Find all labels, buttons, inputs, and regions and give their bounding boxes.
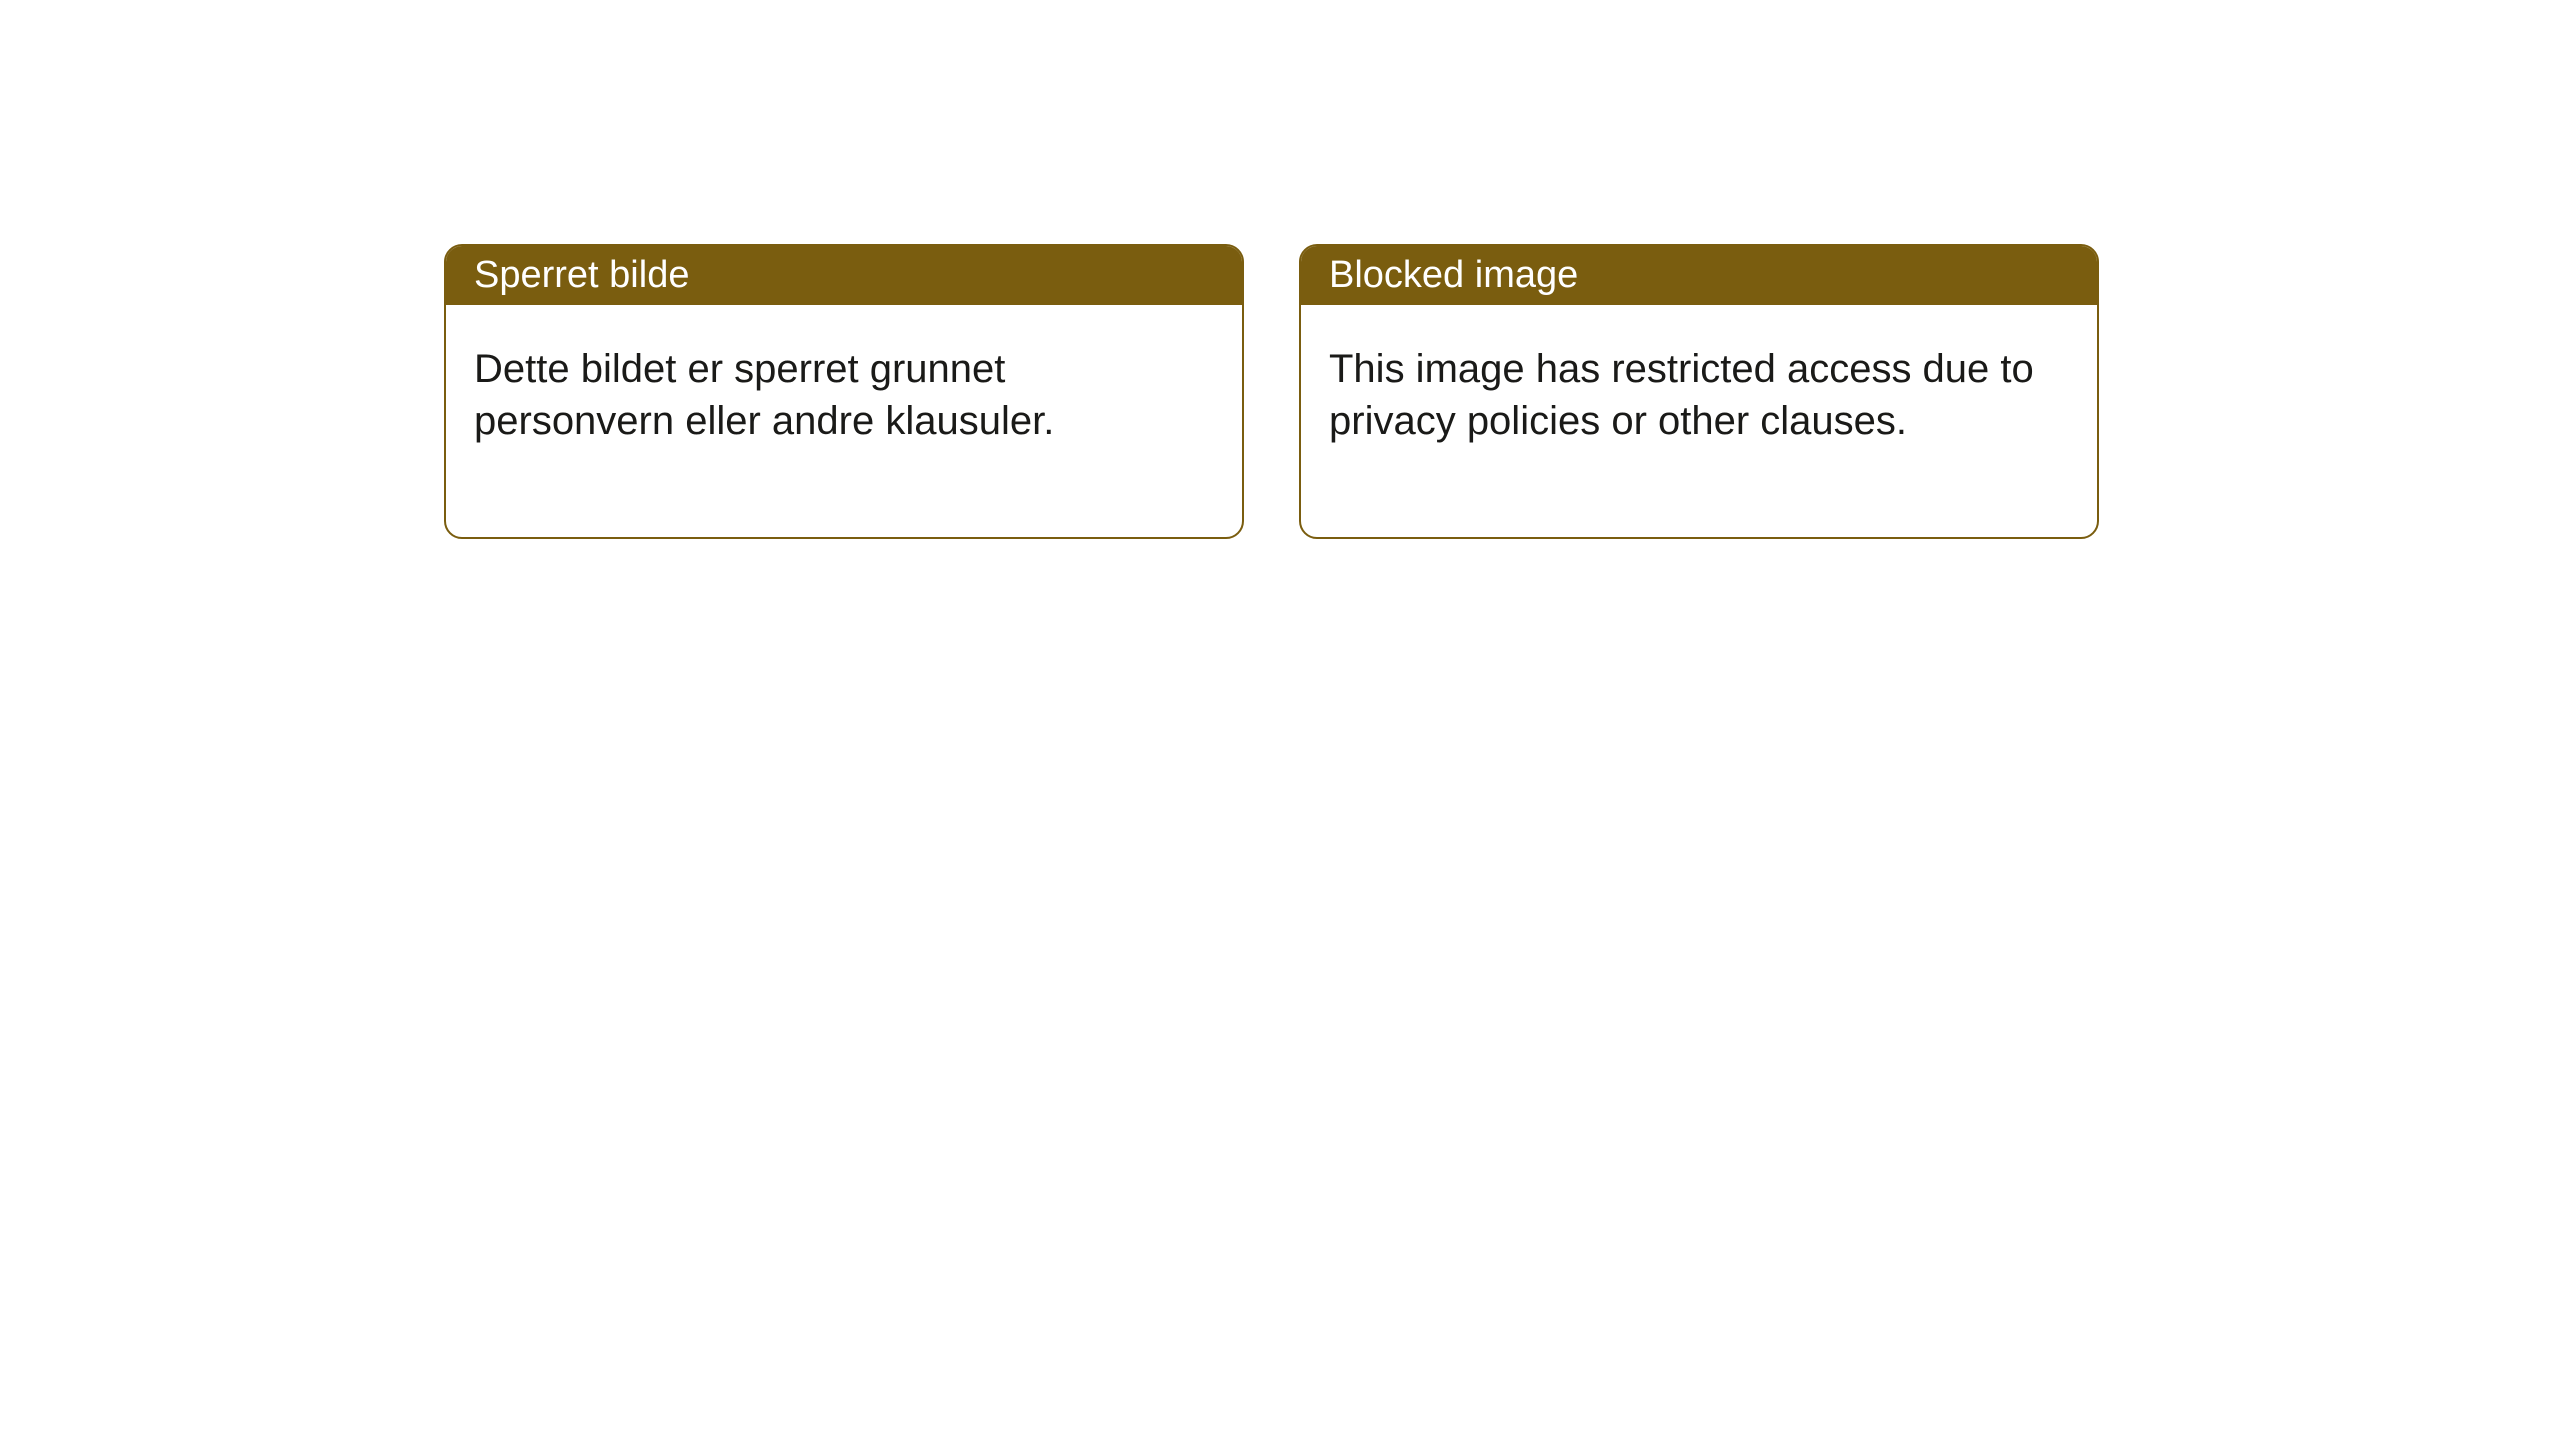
- notice-card-title: Sperret bilde: [446, 246, 1242, 305]
- notice-card-body: Dette bildet er sperret grunnet personve…: [446, 305, 1242, 537]
- notice-cards-container: Sperret bilde Dette bildet er sperret gr…: [0, 0, 2560, 539]
- notice-card-english: Blocked image This image has restricted …: [1299, 244, 2099, 539]
- notice-card-body: This image has restricted access due to …: [1301, 305, 2097, 537]
- notice-card-title: Blocked image: [1301, 246, 2097, 305]
- notice-card-norwegian: Sperret bilde Dette bildet er sperret gr…: [444, 244, 1244, 539]
